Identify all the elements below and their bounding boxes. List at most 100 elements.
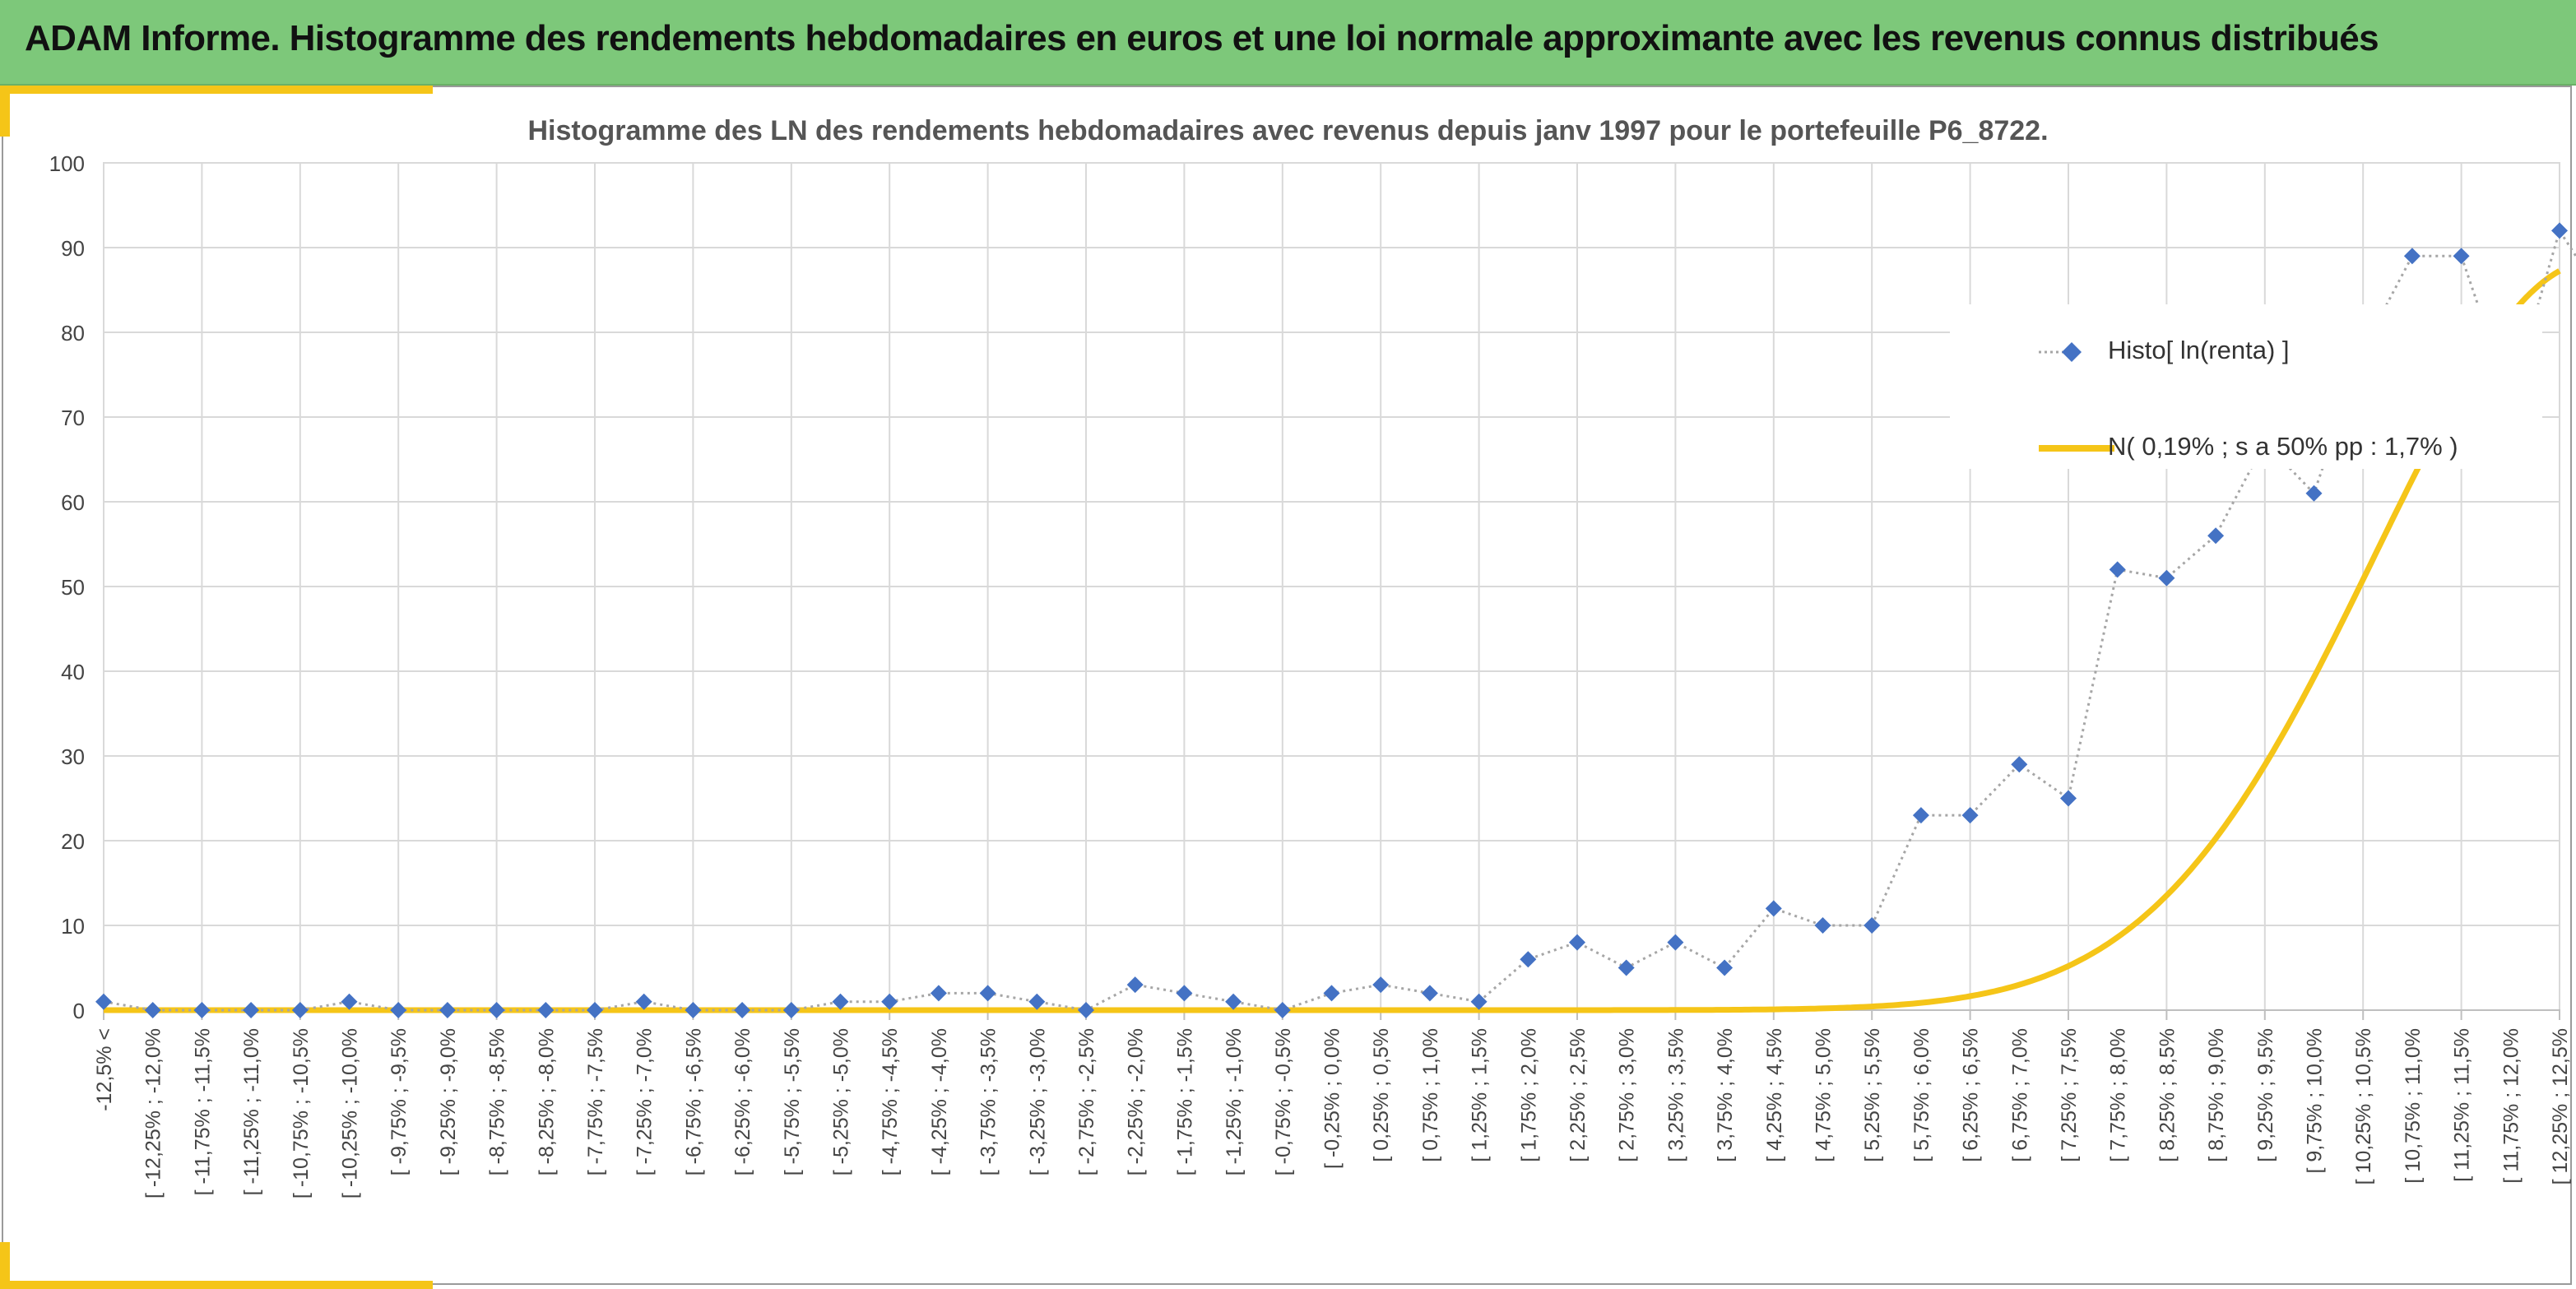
histogram-point [1274, 1002, 1291, 1018]
histogram-point [193, 1002, 211, 1018]
x-tick-label: [ -11,25% ; -11,0% [240, 1028, 263, 1195]
x-tick-label: [ 0,75% ; 1,0% [1419, 1028, 1442, 1162]
legend: Histo[ ln(renta) ] N( 0,19% ; s a 50% pp… [1950, 304, 2542, 469]
histogram-point [2305, 485, 2323, 502]
histogram-point [1765, 900, 1782, 917]
accent-bar-top-left [0, 86, 10, 137]
x-tick-label: [ 5,75% ; 6,0% [1910, 1028, 1933, 1162]
x-tick-label: [ 7,25% ; 7,5% [2058, 1028, 2081, 1162]
x-tick-label: [ -2,75% ; -2,5% [1075, 1028, 1098, 1175]
histogram-point [930, 985, 947, 1002]
x-tick-label: [ 9,25% ; 9,5% [2254, 1028, 2277, 1162]
x-tick-label: [ -5,25% ; -5,0% [830, 1028, 853, 1175]
legend-histo-diamond-icon [2062, 342, 2082, 362]
x-tick-label: [ -10,75% ; -10,5% [290, 1028, 313, 1199]
x-tick-label: [ -9,25% ; -9,0% [437, 1028, 460, 1175]
histogram-point [1028, 993, 1046, 1010]
x-tick-label: [ 1,75% ; 2,0% [1517, 1028, 1540, 1162]
accent-bar-bottom-left [0, 1242, 10, 1289]
histogram-point [881, 993, 898, 1010]
x-tick-label: [ 11,75% ; 12,0% [2499, 1028, 2523, 1184]
x-tick-label: [ 3,25% ; 3,5% [1664, 1028, 1687, 1162]
x-tick-label: [ 2,75% ; 3,0% [1616, 1028, 1639, 1162]
legend-markers [2039, 342, 2114, 452]
histogram-point [488, 1002, 505, 1018]
x-tick-label: [ 6,25% ; 6,5% [1960, 1028, 1983, 1162]
histogram-point [832, 993, 849, 1010]
histogram-point [2109, 561, 2126, 578]
histogram-point [685, 1002, 702, 1018]
x-tick-label: [ -4,25% ; -4,0% [928, 1028, 951, 1175]
histogram-point [2158, 569, 2175, 587]
histogram-point [782, 1002, 800, 1018]
histogram-point [1667, 934, 1684, 951]
histogram-point [95, 993, 112, 1010]
y-tick-label: 70 [61, 406, 85, 430]
histogram-point [1520, 951, 1537, 968]
y-tick-label: 40 [61, 660, 85, 684]
histogram-point [537, 1002, 555, 1018]
x-tick-label: [ 11,25% ; 11,5% [2451, 1028, 2474, 1182]
x-tick-label: [ -1,25% ; -1,0% [1223, 1028, 1246, 1175]
x-tick-label: [ -5,75% ; -5,5% [781, 1028, 804, 1175]
y-tick-label: 10 [61, 914, 85, 939]
histogram-point [2060, 790, 2077, 807]
x-tick-label: [ 9,75% ; 10,0% [2304, 1028, 2327, 1174]
legend-series-normal: N( 0,19% ; s a 50% pp : 1,7% ) [2108, 432, 2458, 461]
accent-bar-bottom [0, 1281, 433, 1289]
x-tick-label: [ -10,25% ; -10,0% [339, 1028, 362, 1199]
x-tick-label: [ -11,75% ; -11,5% [191, 1028, 214, 1195]
header-bar: ADAM Informe. Histogramme des rendements… [0, 0, 2576, 86]
histogram-point [390, 1002, 407, 1018]
histogram-point [341, 993, 358, 1010]
histogram-point [1716, 959, 1734, 976]
histogram-point [1421, 985, 1438, 1002]
x-tick-label: [ -6,75% ; -6,5% [682, 1028, 705, 1175]
x-tick-label: [ -1,75% ; -1,5% [1173, 1028, 1196, 1175]
chart-frame [2, 86, 2572, 1285]
x-tick-label: [ -8,25% ; -8,0% [535, 1028, 558, 1175]
histogram-point [2551, 222, 2568, 239]
histogram-point [1618, 959, 1635, 976]
x-tick-label: [ -8,75% ; -8,5% [486, 1028, 509, 1175]
y-tick-label: 80 [61, 321, 85, 345]
accent-bar-top [0, 86, 433, 94]
histogram-point [1176, 985, 1193, 1002]
y-tick-label: 60 [61, 490, 85, 515]
y-tick-label: 20 [61, 829, 85, 854]
histogram-point [439, 1002, 456, 1018]
x-tick-label: [ -12,25% ; -12,0% [142, 1028, 165, 1199]
y-tick-label: 90 [61, 236, 85, 261]
histogram-point [1323, 985, 1340, 1002]
histogram-point [1078, 1002, 1094, 1018]
page-title: ADAM Informe. Histogramme des rendements… [25, 18, 2379, 58]
x-tick-label: [ 4,75% ; 5,0% [1812, 1028, 1836, 1162]
x-tick-label: [ -3,25% ; -3,0% [1026, 1028, 1049, 1175]
histogram-point [1372, 976, 1390, 994]
histogram-point [2011, 756, 2028, 773]
histogram-point [734, 1002, 751, 1018]
y-tick-label: 100 [49, 151, 85, 176]
histogram-point [1569, 934, 1585, 951]
histogram-line-series [103, 227, 2576, 1012]
x-tick-label: [ -0,75% ; -0,5% [1272, 1028, 1295, 1175]
chart-title: Histogramme des LN des rendements hebdom… [527, 115, 2049, 146]
x-tick-label: [ 0,25% ; 0,5% [1370, 1028, 1393, 1162]
x-tick-label: [ 2,25% ; 2,5% [1566, 1028, 1590, 1162]
histogram-point [1864, 917, 1881, 934]
y-tick-label: 0 [73, 999, 85, 1023]
histogram-point [291, 1002, 309, 1018]
x-tick-label: [ 3,75% ; 4,0% [1714, 1028, 1737, 1162]
histogram-point [1225, 993, 1242, 1010]
histogram-point [587, 1002, 603, 1018]
x-tick-label: -12,5% < [93, 1028, 116, 1111]
normal-curve-series [104, 268, 2561, 1013]
histogram-point [1126, 976, 1144, 994]
histogram-point [2453, 248, 2470, 265]
x-tick-label: [ -0,25% ; 0,0% [1321, 1028, 1344, 1169]
histogram-point [243, 1002, 260, 1018]
histogram-point [2207, 527, 2225, 545]
y-tick-label: 50 [61, 575, 85, 600]
x-tick-label: [ -3,75% ; -3,5% [977, 1028, 1000, 1175]
